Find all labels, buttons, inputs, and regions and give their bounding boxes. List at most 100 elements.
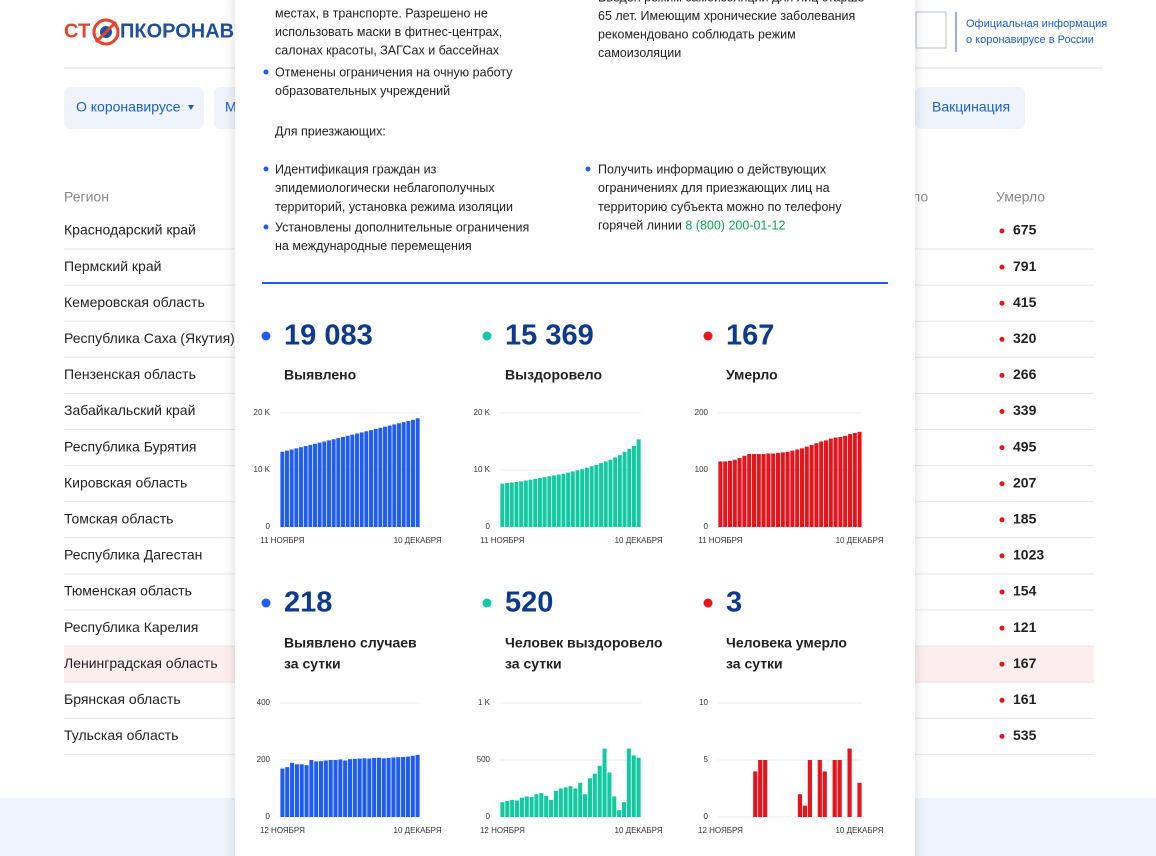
- info-text: образовательных учреждений: [275, 84, 450, 98]
- bar: [823, 440, 829, 527]
- y-tick-label: 5: [704, 755, 709, 764]
- bar: [603, 461, 608, 527]
- bar: [542, 477, 547, 527]
- info-text: Идентификация граждан из: [275, 162, 437, 176]
- x-tick-label: 10 ДЕКАБРЯ: [835, 826, 883, 835]
- bar: [392, 424, 397, 527]
- region-name: Пензенская область: [64, 366, 196, 382]
- y-tick-label: 200: [695, 408, 709, 417]
- region-name: Тульская область: [64, 727, 178, 743]
- bar: [742, 455, 747, 527]
- bar: [552, 475, 557, 527]
- stat-value: 15 369: [505, 320, 594, 352]
- deaths-value: 121: [1013, 619, 1037, 635]
- bar: [785, 451, 790, 527]
- bar: [622, 451, 627, 527]
- nav-button[interactable]: [64, 87, 204, 129]
- bar: [790, 450, 795, 527]
- bar: [345, 435, 350, 527]
- bar: [303, 446, 308, 527]
- bar: [533, 478, 538, 527]
- bar: [761, 454, 766, 527]
- bar: [376, 757, 381, 817]
- bar: [391, 757, 396, 817]
- bar: [807, 760, 812, 817]
- status-dot: [999, 553, 1005, 559]
- bar: [636, 439, 641, 527]
- bar: [406, 420, 411, 527]
- stat-label: Выявлено случаев: [284, 635, 417, 651]
- bar: [589, 466, 594, 527]
- nav-button[interactable]: [915, 87, 1025, 129]
- bar: [587, 778, 592, 817]
- info-text: Отменены ограничения на очную работу: [275, 65, 513, 79]
- x-tick-label: 10 ДЕКАБРЯ: [615, 536, 663, 545]
- stat-value: 3: [726, 587, 742, 619]
- bullet: [263, 69, 269, 75]
- bar: [723, 461, 728, 527]
- x-tick-label: 12 НОЯБРЯ: [698, 826, 743, 835]
- status-dot: [999, 264, 1005, 270]
- y-tick-label: 200: [257, 755, 271, 764]
- region-name: Республика Карелия: [64, 619, 198, 635]
- bar: [626, 748, 631, 817]
- y-tick-label: 100: [695, 465, 709, 474]
- status-dot: [999, 733, 1005, 739]
- status-dot: [999, 336, 1005, 342]
- bar: [314, 761, 319, 817]
- bar: [524, 796, 529, 817]
- bar: [322, 441, 327, 527]
- legend-dot: [703, 598, 713, 608]
- bar: [372, 758, 377, 817]
- bar: [843, 435, 848, 527]
- bar: [578, 782, 583, 817]
- bar: [832, 760, 837, 817]
- bar: [387, 425, 392, 527]
- region-name: Кемеровская область: [64, 294, 205, 310]
- bullet: [263, 166, 269, 172]
- bar: [401, 422, 406, 527]
- y-tick-label: 1 K: [478, 698, 491, 707]
- region-name: Брянская область: [64, 691, 181, 707]
- bar: [602, 748, 607, 817]
- bar: [747, 454, 752, 527]
- bar: [397, 423, 401, 527]
- bar: [737, 458, 742, 527]
- bar: [505, 801, 510, 817]
- x-tick-label: 11 НОЯБРЯ: [260, 536, 305, 545]
- region-name: Республика Саха (Якутия): [64, 330, 235, 346]
- bar: [613, 457, 618, 527]
- bar: [317, 442, 322, 527]
- bar: [304, 765, 309, 817]
- deaths-value: 161: [1013, 691, 1037, 707]
- stat-label: Выявлено: [284, 367, 356, 383]
- info-text: на международные перемещения: [275, 239, 472, 253]
- bar: [386, 758, 391, 817]
- bar: [378, 427, 383, 527]
- stat-value: 520: [505, 587, 553, 619]
- stat-label: Человека умерло: [726, 635, 847, 651]
- bar: [528, 479, 533, 527]
- bar: [797, 794, 803, 817]
- x-tick-label: 12 НОЯБРЯ: [260, 826, 305, 835]
- phone-link[interactable]: 8 (800) 200-01-12: [685, 219, 785, 233]
- bar: [847, 748, 852, 817]
- bar: [313, 443, 317, 527]
- bar: [396, 757, 401, 817]
- bar: [553, 790, 558, 817]
- status-dot: [999, 589, 1005, 595]
- stat-label: Выздоровело: [505, 367, 602, 383]
- nav-label: Вакцинация: [932, 99, 1010, 115]
- logo-text: СТ: [64, 20, 90, 42]
- bar: [617, 455, 622, 527]
- bar: [599, 463, 604, 527]
- bar: [410, 755, 415, 817]
- bar: [584, 467, 589, 527]
- bar: [631, 446, 636, 527]
- bar: [539, 793, 544, 817]
- status-dot: [999, 661, 1005, 667]
- legend-dot: [482, 331, 492, 341]
- bar: [514, 481, 519, 527]
- bar: [549, 799, 554, 817]
- bar: [819, 441, 824, 527]
